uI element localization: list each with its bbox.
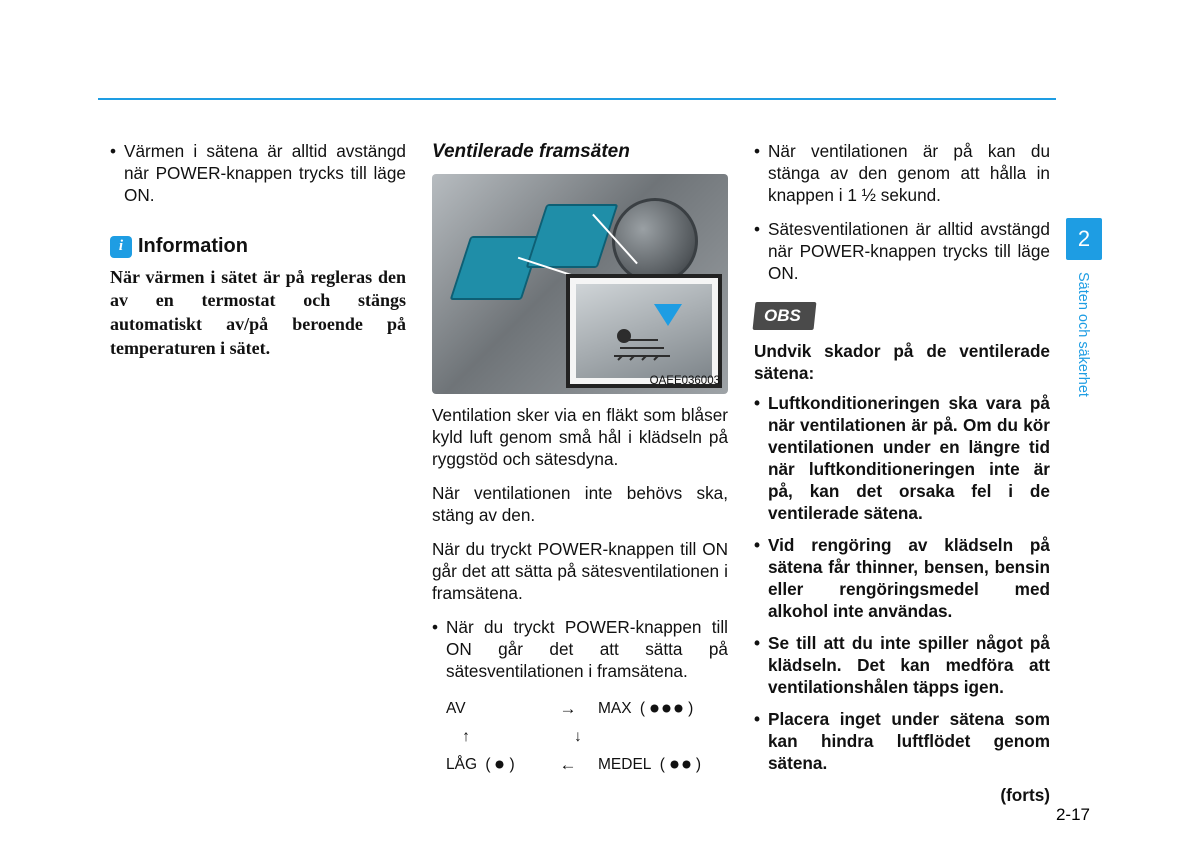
bullet-icon: • [754, 534, 768, 622]
bullet-icon: • [754, 708, 768, 774]
paragraph: När ventilationen inte behövs ska, stäng… [432, 482, 728, 526]
level-low: LÅG [446, 755, 477, 775]
continued-label: (forts) [754, 784, 1050, 806]
list-item: • Vid rengöring av klädseln på sätena få… [754, 534, 1050, 622]
bullet-text: När du tryckt POWER-knappen till ON går … [446, 616, 728, 682]
seat-vent-button-right [526, 204, 619, 268]
info-body: När värmen i sätet är på regleras den av… [110, 266, 406, 361]
column-3: • När ventilationen är på kan du stänga … [754, 140, 1050, 806]
bullet-icon: • [110, 140, 124, 206]
seat-vent-icon [612, 326, 672, 366]
bullet-icon: • [754, 632, 768, 698]
list-item: • Värmen i sätena är alltid avstängd när… [110, 140, 406, 206]
fan-icon-2 [669, 759, 692, 770]
list-item: • När ventilationen är på kan du stänga … [754, 140, 1050, 206]
level-mid: MEDEL [598, 755, 651, 775]
paragraph: Ventilation sker via en fläkt som blåser… [432, 404, 728, 470]
notice-label: OBS [764, 305, 801, 327]
bullet-text: Vid rengöring av klädseln på sätena får … [768, 534, 1050, 622]
bullet-text: Värmen i sätena är alltid avstängd när P… [124, 140, 406, 206]
bullet-text: När ventilationen är på kan du stänga av… [768, 140, 1050, 206]
figure-seat-vent: OAEE036003 [432, 174, 728, 394]
level-cycle-diagram: AV → MAX ( ) ↑ ↓ [432, 694, 728, 778]
figure-inset [566, 274, 722, 388]
cupholder-shape [612, 198, 698, 284]
section-heading: Ventilerade framsäten [432, 140, 728, 164]
level-off: AV [446, 699, 466, 719]
arrow-down-icon: ↓ [574, 727, 582, 747]
level-max: MAX [598, 699, 632, 719]
info-title: Information [138, 234, 248, 260]
column-1: • Värmen i sätena är alltid avstängd när… [110, 140, 406, 806]
list-item: • Se till att du inte spiller något på k… [754, 632, 1050, 698]
notice-intro: Undvik skador på de ventilerade sätena: [754, 340, 1050, 384]
page-number: 2-17 [1056, 805, 1090, 825]
bullet-text: Placera inget under sätena som kan hindr… [768, 708, 1050, 774]
seat-vent-button-left [450, 236, 543, 300]
info-icon: i [110, 236, 132, 258]
paragraph: När du tryckt POWER-knappen till ON går … [432, 538, 728, 604]
list-item: • Placera inget under sätena som kan hin… [754, 708, 1050, 774]
notice-badge: OBS [753, 302, 817, 330]
bullet-text: Sätesventilationen är alltid avstängd nä… [768, 218, 1050, 284]
arrow-right-icon: → [538, 698, 598, 720]
arrow-left-icon: ← [538, 754, 598, 776]
list-item: • Sätesventilationen är alltid avstängd … [754, 218, 1050, 284]
figure-code: OAEE036003 [650, 374, 720, 389]
chapter-tab: 2 Säten och säkerhet [1066, 218, 1102, 397]
column-2: Ventilerade framsäten OAEE036003 [432, 140, 728, 806]
page-columns: • Värmen i sätena är alltid avstängd när… [110, 140, 1052, 806]
fan-icon-1 [494, 759, 505, 770]
bullet-text: Luftkonditioneringen ska vara på när ven… [768, 392, 1050, 524]
chapter-number: 2 [1066, 218, 1102, 260]
arrow-up-icon: ↑ [462, 727, 470, 747]
info-heading: i Information [110, 234, 406, 260]
bullet-icon: • [754, 218, 768, 284]
fan-icon-3 [649, 703, 684, 714]
arrow-down-icon [654, 304, 682, 326]
chapter-label: Säten och säkerhet [1066, 272, 1091, 397]
bullet-text: Se till att du inte spiller något på klä… [768, 632, 1050, 698]
bullet-icon: • [754, 392, 768, 524]
bullet-icon: • [432, 616, 446, 682]
list-item: • Luftkonditioneringen ska vara på när v… [754, 392, 1050, 524]
list-item: • När du tryckt POWER-knappen till ON gå… [432, 616, 728, 682]
bullet-icon: • [754, 140, 768, 206]
header-rule [98, 98, 1056, 100]
